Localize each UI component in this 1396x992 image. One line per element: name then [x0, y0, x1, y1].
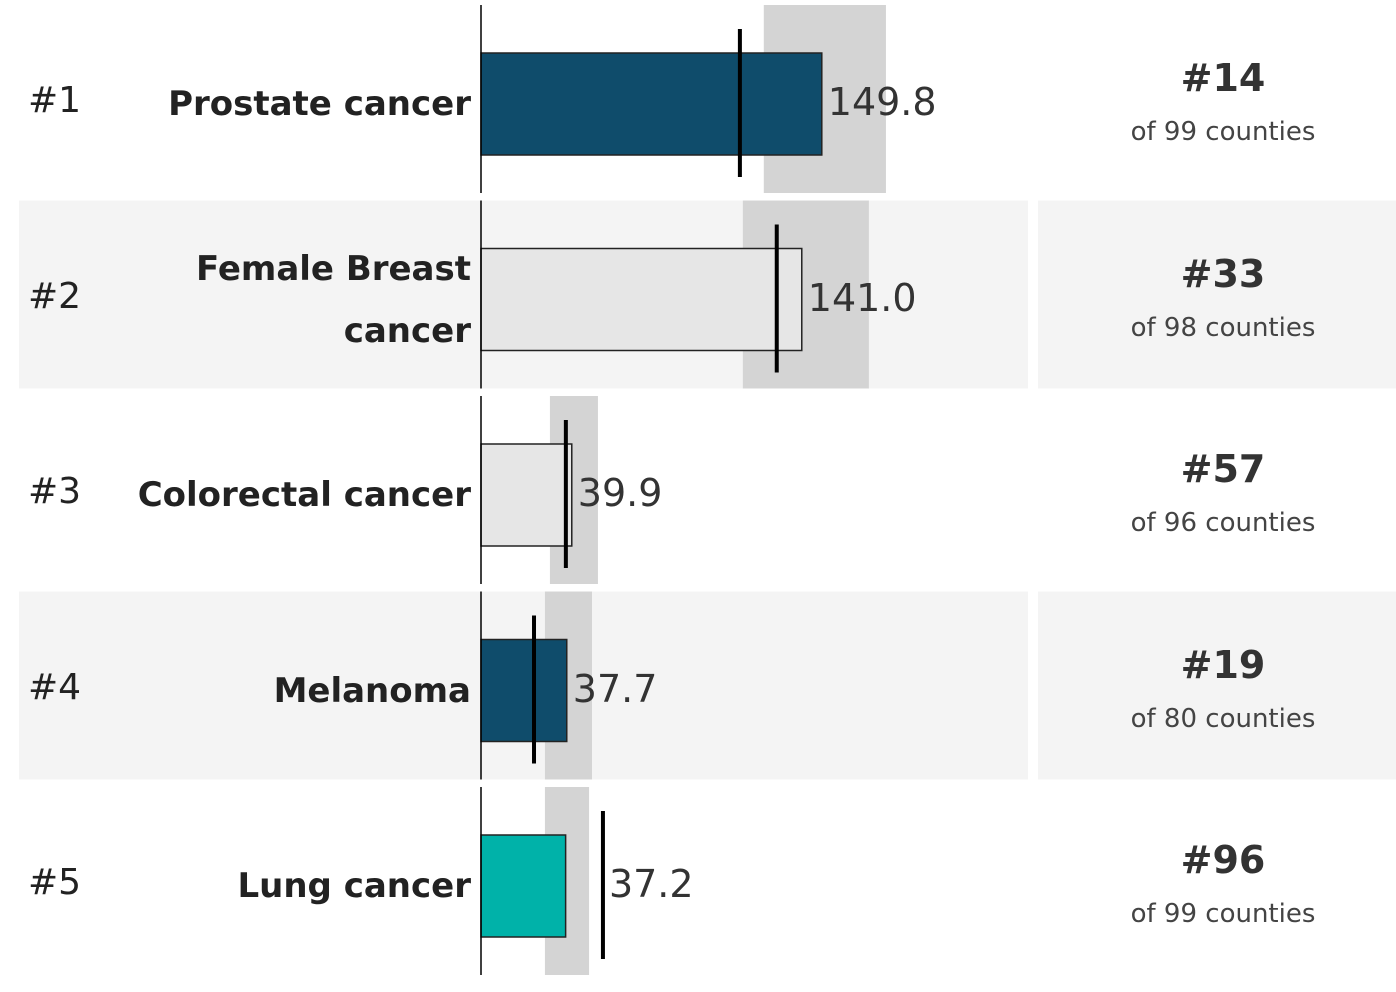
row-rank: #2 — [28, 275, 82, 317]
county-note: of 98 counties — [1130, 312, 1316, 343]
county-note: of 80 counties — [1130, 703, 1316, 734]
bar — [480, 247, 803, 352]
category-label: Prostate cancer — [168, 84, 471, 124]
category-label: Colorectal cancer — [137, 475, 471, 515]
bar — [480, 834, 567, 938]
row-rank: #5 — [28, 862, 82, 903]
county-note: of 99 counties — [1130, 899, 1316, 929]
county-rank: #57 — [1180, 447, 1266, 491]
county-rank: #19 — [1180, 642, 1266, 687]
value-label: 141.0 — [807, 275, 917, 320]
value-label: 37.7 — [572, 666, 658, 711]
value-label: 39.9 — [577, 471, 663, 515]
category-label: Lung cancer — [237, 866, 471, 906]
bar — [480, 638, 568, 743]
category-label: Female Breast cancer — [195, 248, 471, 351]
row-background — [1038, 200, 1396, 389]
row-background — [1038, 591, 1396, 780]
value-label: 37.2 — [608, 862, 694, 906]
value-label: 149.8 — [827, 80, 937, 124]
county-note: of 96 counties — [1130, 508, 1316, 538]
county-note: of 99 counties — [1130, 117, 1316, 147]
row-rank: #1 — [28, 80, 82, 121]
row-rank: #3 — [28, 471, 82, 512]
category-label: Melanoma — [273, 670, 471, 711]
bar — [480, 52, 823, 156]
county-rank: #96 — [1180, 838, 1266, 882]
bar — [480, 443, 573, 547]
row-rank: #4 — [28, 666, 82, 708]
county-rank: #14 — [1180, 56, 1266, 100]
county-rank: #33 — [1180, 251, 1266, 296]
